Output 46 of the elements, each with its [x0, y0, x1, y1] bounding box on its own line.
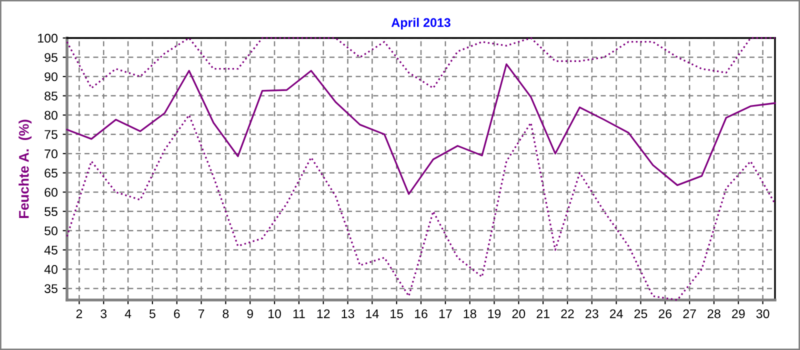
x-tick-label: 28 — [708, 309, 720, 318]
y-tick-label: 60 — [44, 188, 58, 197]
chart-title: April 2013 — [391, 18, 450, 30]
x-tick-label: 29 — [732, 309, 745, 318]
x-tick-label: 12 — [317, 309, 330, 318]
x-tick-label: 22 — [561, 309, 574, 318]
x-tick-label: 15 — [390, 309, 404, 318]
x-tick-label: 30 — [756, 309, 770, 318]
x-tick-label: 5 — [149, 309, 156, 318]
x-tick-label: 14 — [366, 309, 379, 318]
y-tick-label: 80 — [44, 110, 58, 120]
x-tick-label: 8 — [222, 309, 229, 318]
line-series — [66, 63, 776, 195]
y-tick-label: 65 — [44, 168, 58, 178]
x-tick-label: 24 — [610, 309, 623, 318]
x-tick-label: 18 — [464, 309, 476, 318]
y-tick-label: 40 — [44, 264, 58, 274]
x-tick-label: 19 — [488, 309, 501, 318]
x-tick-label: 20 — [512, 309, 526, 318]
y-tick-label: 50 — [44, 226, 58, 236]
y-tick-label: 95 — [44, 53, 58, 62]
y-axis-title: Feuchte A. (%) — [18, 120, 32, 218]
y-tick-label: 70 — [44, 149, 58, 158]
x-tick-label: 10 — [268, 309, 281, 318]
y-tick-label: 45 — [44, 246, 58, 255]
y-tick-label: 100 — [38, 34, 58, 43]
x-tick-label: 27 — [683, 309, 696, 318]
x-tick-label: 4 — [124, 309, 132, 318]
x-tick-label: 9 — [247, 309, 253, 318]
x-tick-label: 7 — [198, 309, 204, 318]
y-tick-label: 75 — [44, 130, 58, 139]
y-tick-label: 55 — [44, 207, 58, 216]
y-tick-label: 35 — [44, 284, 58, 294]
x-tick-label: 26 — [658, 309, 672, 318]
x-tick-label: 23 — [586, 309, 598, 318]
x-tick-label: 2 — [76, 309, 82, 318]
y-tick-label: 90 — [44, 72, 58, 82]
x-tick-label: 17 — [439, 309, 452, 318]
x-tick-label: 6 — [174, 309, 180, 318]
y-tick-label: 85 — [44, 92, 58, 100]
x-tick-label: 16 — [415, 309, 428, 318]
x-tick-label: 3 — [100, 309, 107, 318]
x-tick-label: 13 — [342, 309, 354, 318]
x-tick-label: 21 — [536, 309, 550, 318]
x-tick-label: 25 — [634, 309, 648, 318]
x-tick-label: 11 — [293, 309, 305, 318]
